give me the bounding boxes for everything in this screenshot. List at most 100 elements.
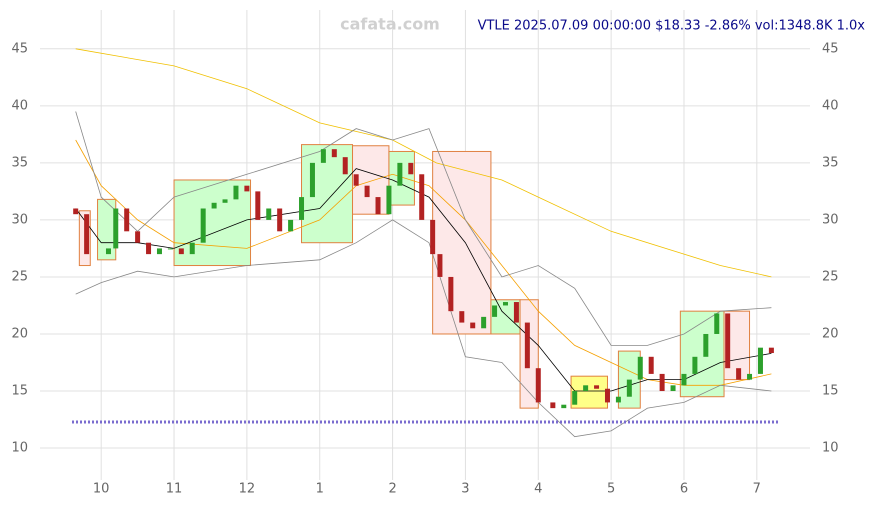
- candle-body: [670, 385, 676, 392]
- y-tick-label: 20: [11, 326, 28, 341]
- candle-body: [288, 219, 294, 232]
- x-tick-label: 5: [607, 482, 615, 497]
- overlay-line: [75, 219, 772, 438]
- y-tick-label: 30: [11, 212, 28, 227]
- candle-body: [353, 174, 359, 186]
- x-tick-label: 2: [388, 482, 396, 497]
- candle-body: [105, 248, 111, 255]
- candle-body: [73, 208, 79, 215]
- x-tick-label: 11: [166, 482, 183, 497]
- candle-body: [244, 185, 250, 192]
- y-tick-label: 35: [11, 155, 28, 170]
- x-tick-label: 3: [461, 482, 469, 497]
- candle-body: [146, 242, 152, 255]
- candles: [73, 149, 774, 409]
- candle-body: [113, 208, 119, 249]
- candle-body: [757, 347, 763, 374]
- candle-body: [408, 162, 414, 175]
- y-tick-label-right: 15: [822, 384, 839, 399]
- x-tick-label: 6: [680, 482, 688, 497]
- candle-body: [626, 379, 632, 397]
- candle-body: [84, 214, 90, 255]
- watermark: cafata.com: [340, 15, 440, 34]
- zone-box: [432, 150, 492, 335]
- candle-body: [692, 356, 698, 374]
- y-tick-label: 15: [11, 384, 28, 399]
- candle-body: [342, 157, 348, 175]
- candle-body: [550, 402, 556, 409]
- candle-body: [189, 242, 195, 255]
- candle-body: [648, 356, 654, 374]
- candle-body: [637, 356, 643, 380]
- candle-body: [211, 202, 217, 209]
- candle-body: [736, 368, 742, 380]
- candle-body: [535, 368, 541, 403]
- candle-body: [178, 248, 184, 255]
- x-tick-label: 7: [753, 482, 761, 497]
- y-tick-label-right: 30: [822, 212, 839, 227]
- candle-body: [167, 248, 173, 250]
- overlay-line: [75, 139, 772, 386]
- candle-body: [331, 149, 337, 158]
- candle-body: [277, 208, 283, 232]
- candle-body: [266, 208, 272, 220]
- candle-body: [437, 254, 443, 277]
- candle-body: [703, 333, 709, 357]
- grid: [40, 10, 810, 480]
- candle-body: [492, 305, 498, 317]
- candle-body: [615, 396, 621, 403]
- candle-body: [386, 185, 392, 215]
- x-tick-label: 1: [316, 482, 324, 497]
- candle-body: [375, 197, 381, 215]
- x-tick-label: 12: [239, 482, 256, 497]
- candle-body: [255, 191, 261, 220]
- candle-body: [419, 174, 425, 220]
- candle-body: [364, 185, 370, 198]
- candle-body: [725, 313, 731, 369]
- chart-title: VTLE 2025.07.09 00:00:00 $18.33 -2.86% v…: [478, 19, 866, 34]
- candle-body: [513, 302, 519, 323]
- candle-body: [124, 208, 130, 232]
- x-tick-label: 10: [93, 482, 110, 497]
- y-tick-label-right: 35: [822, 155, 839, 170]
- overlay-line: [75, 168, 772, 392]
- candle-body: [299, 197, 305, 220]
- y-tick-label-right: 20: [822, 326, 839, 341]
- overlay-line: [75, 48, 772, 278]
- y-tick-label-right: 45: [822, 41, 839, 56]
- candle-body: [309, 162, 315, 198]
- candle-body: [768, 347, 774, 354]
- overlay-lines: [75, 48, 772, 438]
- candle-body: [561, 404, 567, 409]
- y-tick-label-right: 25: [822, 269, 839, 284]
- candle-body: [397, 162, 403, 186]
- x-tick-label: 4: [534, 482, 542, 497]
- candle-body: [135, 231, 141, 243]
- candle-body: [604, 388, 610, 403]
- candle-body: [459, 311, 465, 323]
- candle-body: [583, 385, 589, 392]
- zone-box: [617, 350, 641, 409]
- candle-body: [470, 322, 476, 329]
- candle-body: [572, 391, 578, 405]
- candle-body: [659, 373, 665, 392]
- candle-body: [524, 322, 530, 369]
- y-tick-label: 25: [11, 269, 28, 284]
- y-tick-label: 10: [11, 441, 28, 456]
- overlay-line: [75, 111, 772, 346]
- candle-body: [714, 313, 720, 334]
- candle-body: [156, 248, 162, 255]
- y-tick-label-right: 40: [822, 98, 839, 113]
- candle-body: [222, 199, 228, 203]
- candle-body: [481, 316, 487, 329]
- candle-body: [320, 149, 326, 163]
- y-tick-label-right: 10: [822, 441, 839, 456]
- candle-body: [681, 373, 687, 386]
- candle-body: [448, 276, 454, 312]
- y-tick-label: 45: [11, 41, 28, 56]
- candle-body: [747, 373, 753, 380]
- y-tick-label: 40: [11, 98, 28, 113]
